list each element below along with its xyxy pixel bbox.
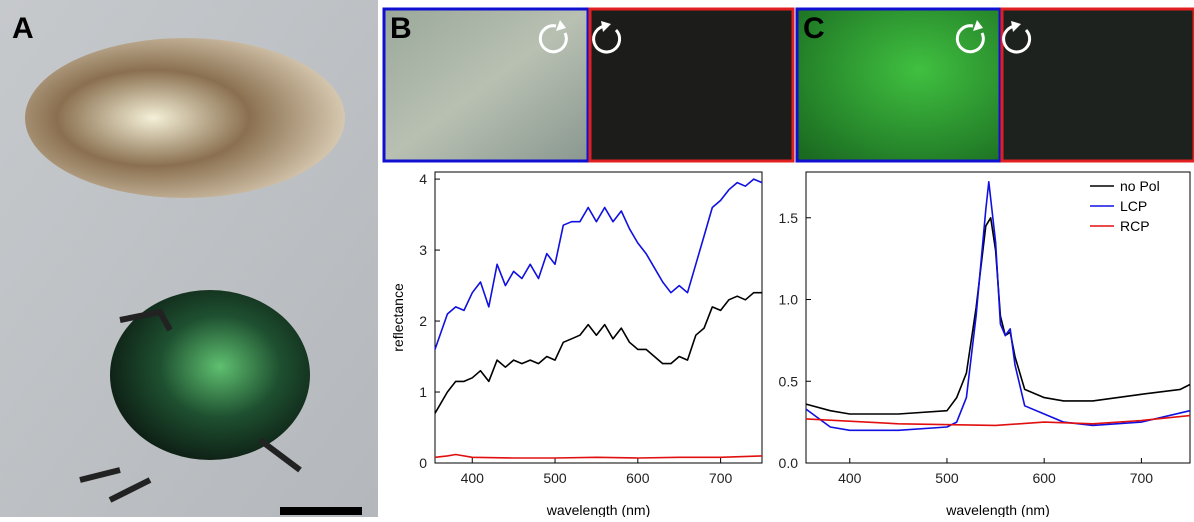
data-line [805,414,1191,427]
x-tick-label: 600 [626,470,650,486]
x-tick-label: 400 [838,470,862,486]
x-axis-label: wavelength (nm) [546,502,651,517]
image-panels [382,7,1194,163]
data-line [434,178,763,350]
legend-label: LCP [1120,198,1147,214]
plot-frame [805,171,1191,464]
y-tick-label: 0.0 [779,455,799,471]
panel-label: A [12,12,34,45]
y-tick-label: 1.5 [779,210,799,226]
legend-label: RCP [1120,218,1150,234]
x-axis-label: wavelength (nm) [945,502,1050,517]
y-tick-label: 1.0 [779,292,799,308]
data-line [434,291,762,414]
y-axis-label: reflectance [390,283,406,352]
data-line [805,217,1191,415]
y-tick-label: 4 [419,171,427,187]
plot-frame [434,171,763,464]
panel-label: B [390,12,412,45]
x-tick-label: 400 [461,470,485,486]
x-tick-label: 500 [935,470,959,486]
panel-label: C [803,12,825,45]
y-tick-label: 1 [419,384,427,400]
y-tick-label: 2 [419,313,427,329]
x-tick-label: 600 [1032,470,1056,486]
y-tick-label: 0.5 [779,373,799,389]
y-tick-label: 3 [419,242,427,258]
x-tick-label: 700 [709,470,733,486]
data-line [434,453,763,459]
y-tick-label: 0 [419,455,427,471]
photo-a [0,0,378,517]
data-line [805,181,1191,432]
x-tick-label: 500 [543,470,567,486]
x-tick-label: 700 [1130,470,1154,486]
legend-label: no Pol [1120,178,1160,194]
